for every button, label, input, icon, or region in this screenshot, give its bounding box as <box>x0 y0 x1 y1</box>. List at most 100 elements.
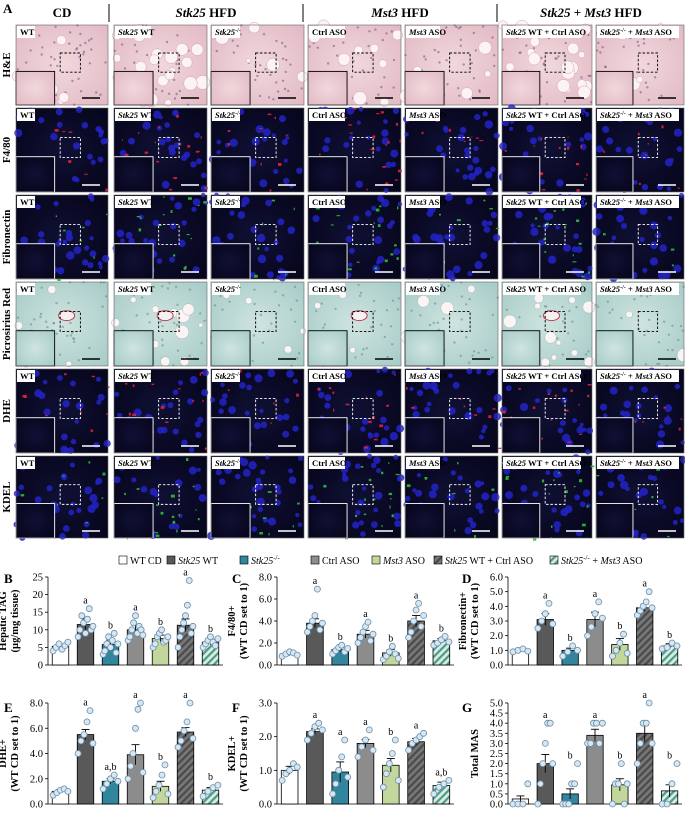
dapi-nucleus <box>376 369 381 374</box>
dapi-nucleus <box>450 470 456 476</box>
micrograph-border <box>595 281 685 367</box>
dapi-nucleus <box>467 517 474 524</box>
nucleus-mark <box>161 285 164 288</box>
micrograph-border <box>15 107 109 193</box>
stain-signal <box>364 498 366 501</box>
text-part: + <box>570 5 584 20</box>
dapi-nucleus <box>200 172 207 179</box>
nucleus-mark <box>361 69 365 72</box>
text-part: WT <box>138 371 155 381</box>
y-tick-label: 6.0 <box>490 573 503 584</box>
lipid-vacuole <box>625 310 633 319</box>
stain-signal <box>353 108 357 110</box>
nucleus-mark <box>584 353 588 356</box>
dapi-nucleus <box>46 485 53 492</box>
data-point <box>76 626 84 634</box>
data-point <box>80 731 88 738</box>
micrograph-border <box>404 24 499 106</box>
dapi-nucleus <box>343 460 351 468</box>
data-point <box>648 740 656 747</box>
dapi-nucleus <box>287 226 296 235</box>
data-point <box>129 750 137 757</box>
nucleus-mark <box>439 32 442 35</box>
data-point <box>645 699 653 707</box>
zoom-region-box <box>449 397 471 420</box>
nucleus-mark <box>253 288 256 291</box>
lipid-vacuole <box>369 43 379 53</box>
nucleus-mark <box>484 349 487 352</box>
dapi-nucleus <box>131 477 137 483</box>
stain-signal <box>548 493 550 495</box>
micrograph-r5-c0: WT <box>13 455 109 541</box>
dapi-nucleus <box>101 254 110 263</box>
label-box <box>115 109 151 121</box>
stain-signal <box>439 213 441 216</box>
panel-letter: F <box>232 700 240 715</box>
inset-panel <box>404 243 445 280</box>
stain-signal <box>155 534 160 537</box>
stain-signal <box>260 162 262 166</box>
stain-signal <box>366 188 368 191</box>
nucleus-mark <box>472 350 476 353</box>
nucleus-mark <box>221 308 224 311</box>
dapi-nucleus <box>431 483 439 492</box>
data-point <box>569 642 576 650</box>
dapi-nucleus <box>662 504 667 509</box>
zoom-region-box <box>59 484 81 505</box>
lipid-vacuole <box>440 301 455 315</box>
stain-signal <box>160 511 164 515</box>
stain-signal <box>192 485 195 488</box>
zoom-region-box <box>352 136 374 159</box>
micrograph-r0-c6: Stk25-/- + Mst3 ASO <box>595 22 685 106</box>
nucleus-mark <box>397 297 400 300</box>
dapi-nucleus <box>494 508 500 514</box>
nucleus-mark <box>385 309 389 312</box>
micrograph-r3-c4: Mst3 ASO <box>400 281 499 367</box>
data-point <box>538 617 545 625</box>
inset-panel <box>15 417 56 454</box>
data-point <box>186 699 194 707</box>
micrograph-r1-c4: Mst3 ASO <box>403 107 500 196</box>
stain-signal <box>576 219 580 222</box>
lipid-vacuole <box>540 357 550 367</box>
micrograph-r2-c2: Stk25-/- <box>209 192 305 282</box>
label-box <box>309 457 345 469</box>
data-point <box>180 727 188 735</box>
nucleus-mark <box>679 324 683 328</box>
data-point <box>132 724 139 732</box>
dapi-nucleus <box>229 210 235 216</box>
nucleus-mark <box>231 39 234 42</box>
dapi-nucleus <box>563 244 571 252</box>
label-box <box>309 26 345 38</box>
y-axis-label: (WT CD set to 1) <box>239 715 250 792</box>
stain-signal <box>138 132 140 134</box>
dapi-nucleus <box>393 512 401 520</box>
lipid-vacuole <box>164 50 178 64</box>
dapi-nucleus <box>260 469 266 475</box>
dapi-nucleus <box>412 488 417 493</box>
dapi-nucleus <box>530 223 535 228</box>
nucleus-mark <box>606 300 610 303</box>
dapi-nucleus <box>90 159 96 165</box>
data-point <box>410 617 418 625</box>
stain-signal <box>389 505 391 509</box>
zoom-region-box <box>59 136 81 159</box>
micrograph-border <box>595 194 685 280</box>
inset-panel <box>501 70 541 106</box>
dapi-nucleus <box>374 491 383 500</box>
nucleus-mark <box>264 68 267 71</box>
data-point <box>364 618 372 626</box>
stain-signal <box>54 129 59 132</box>
legend-item-5: Stk25 WT + Ctrl ASO <box>433 555 533 567</box>
dapi-nucleus <box>103 439 111 448</box>
dapi-nucleus <box>273 239 279 245</box>
dapi-nucleus <box>636 413 642 419</box>
data-point <box>362 736 369 744</box>
nucleus-mark <box>597 41 600 45</box>
dapi-nucleus <box>649 257 659 266</box>
nucleus-mark <box>620 316 623 320</box>
stain-signal <box>581 275 585 278</box>
stain-signal <box>332 391 335 394</box>
dapi-nucleus <box>195 431 202 439</box>
